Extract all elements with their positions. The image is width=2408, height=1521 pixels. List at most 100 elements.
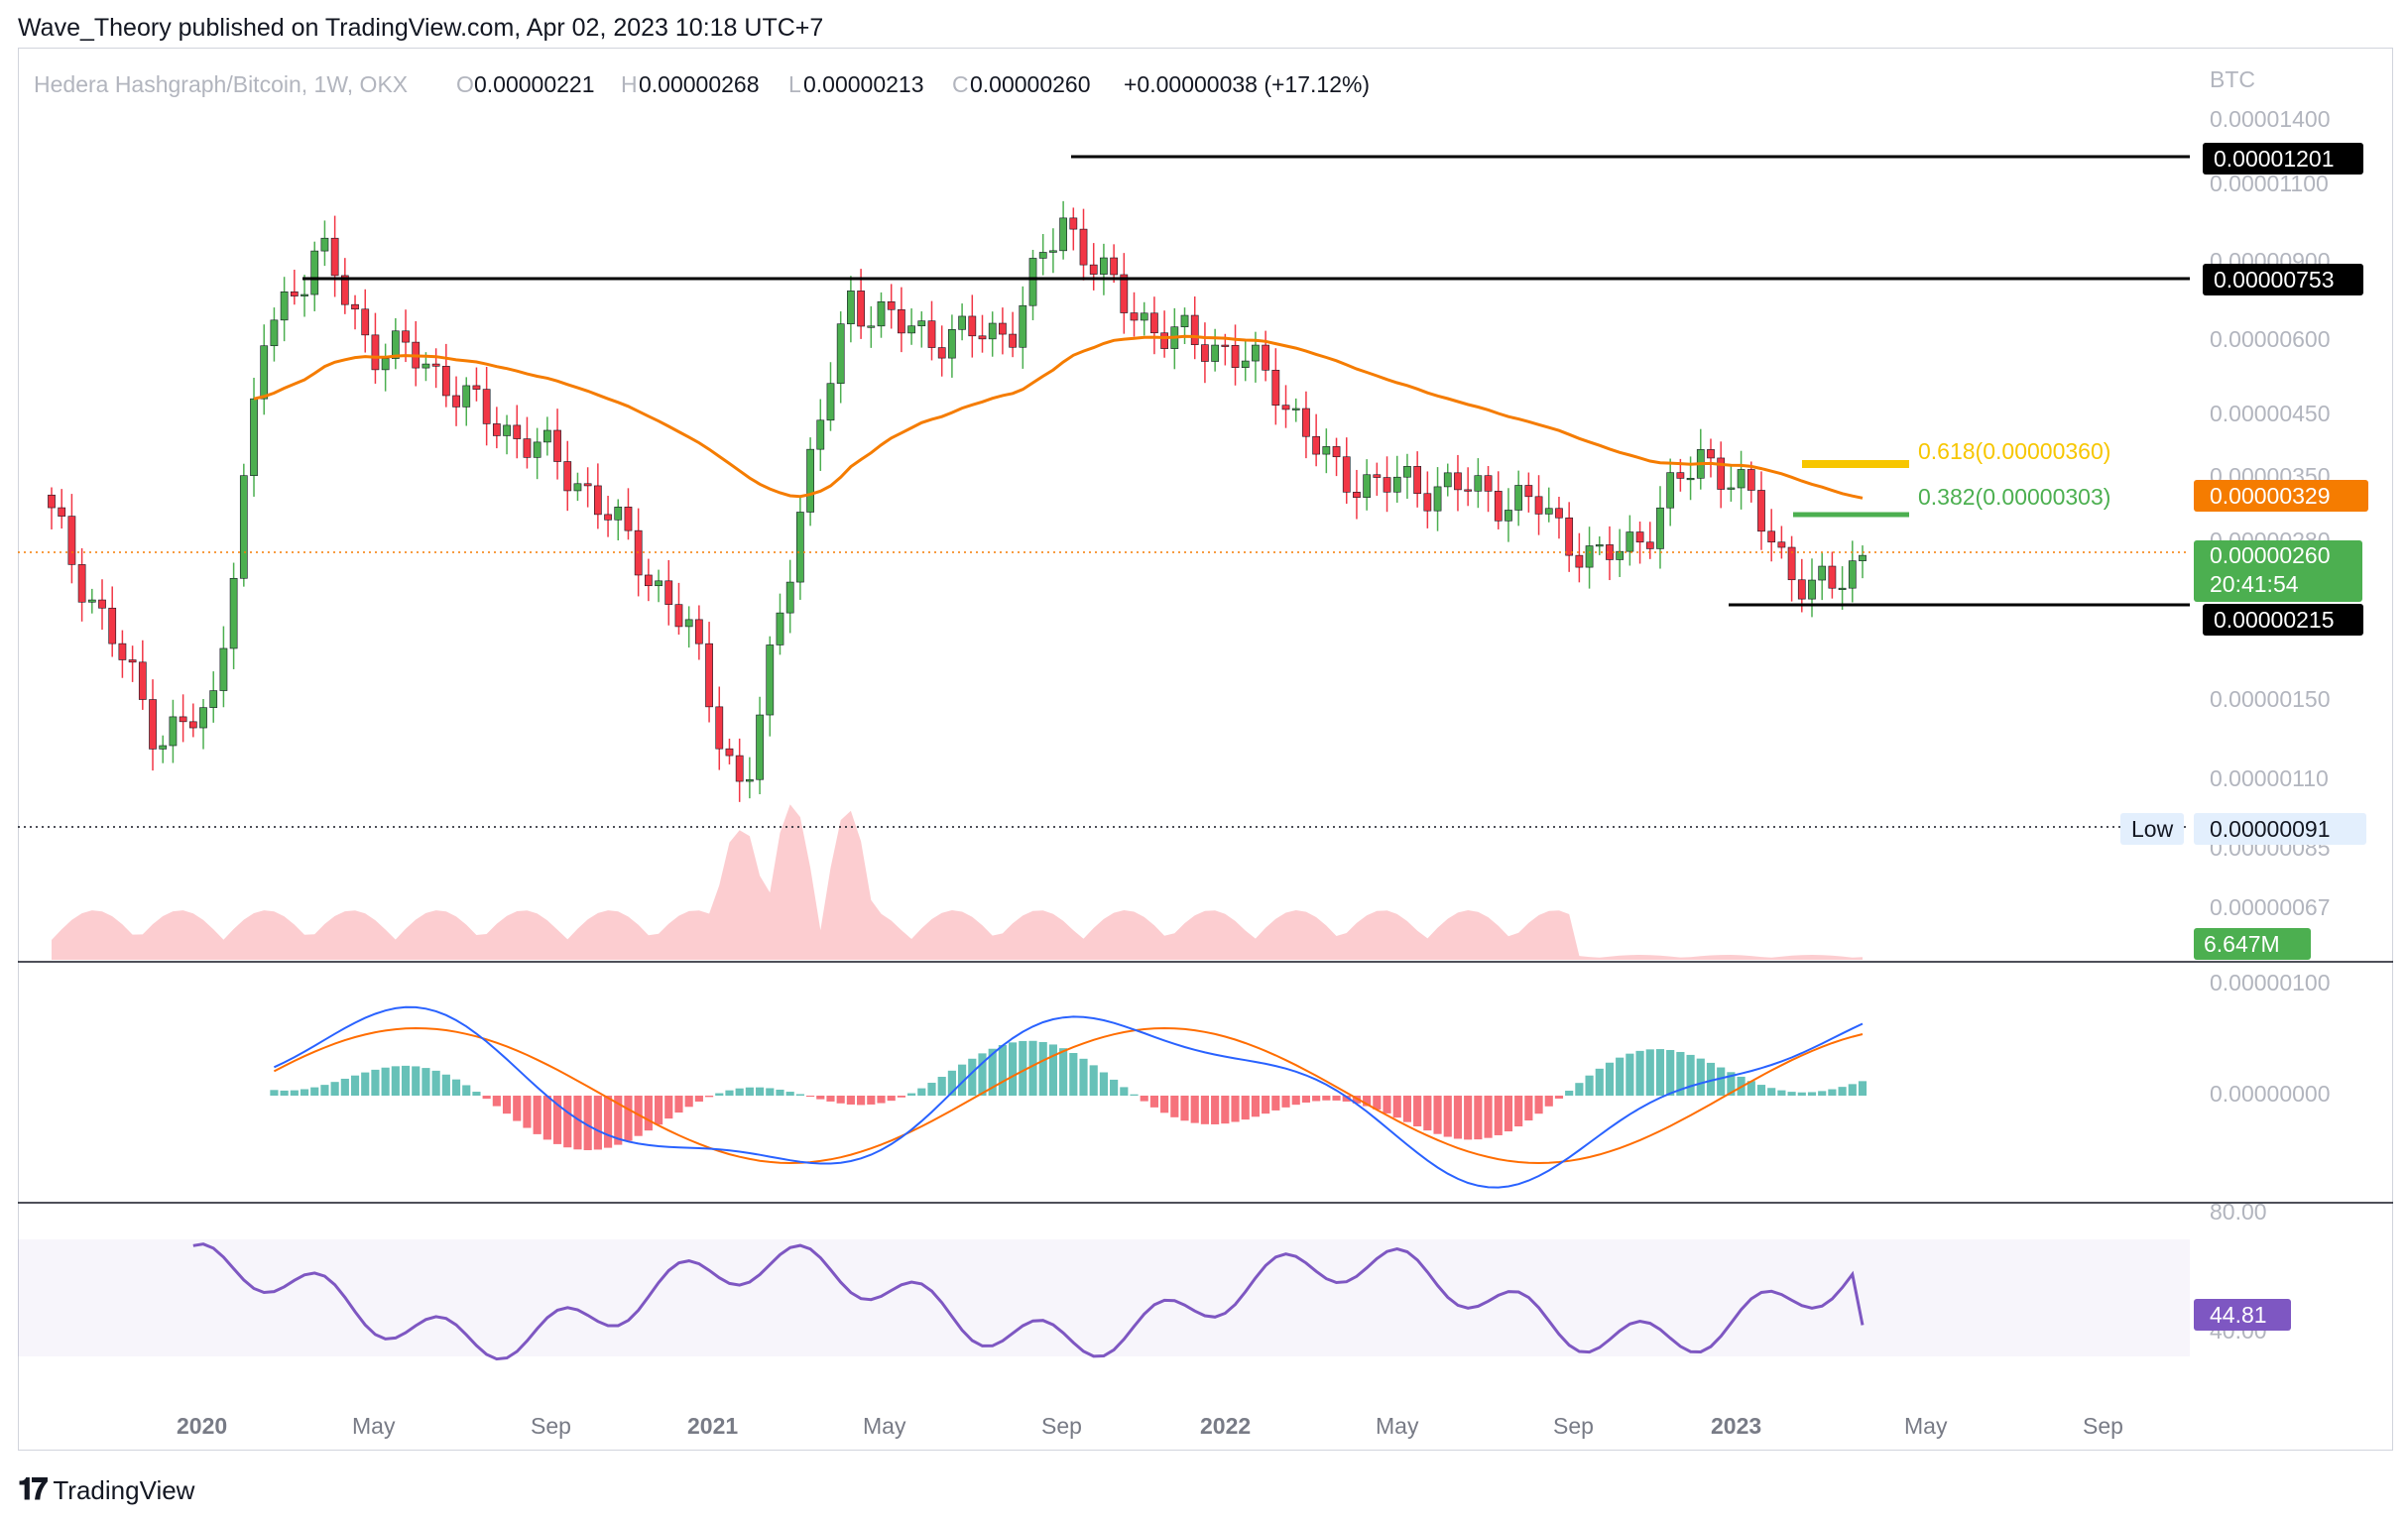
candle-up (1291, 408, 1300, 410)
macd-histogram-bar (350, 1075, 360, 1096)
macd-histogram-bar (412, 1066, 421, 1096)
macd-histogram-bar (1262, 1096, 1270, 1114)
candle-up (1848, 560, 1857, 589)
price-tick: 0.00001100 (2210, 171, 2329, 196)
macd-histogram-bar (1838, 1087, 1847, 1096)
macd-histogram-bar (391, 1066, 400, 1096)
candle-down (1150, 312, 1158, 334)
candle-up (199, 707, 207, 729)
macd-histogram-bar (1059, 1048, 1068, 1096)
volume-tag: 6.647M (2194, 928, 2311, 960)
candle-up (1443, 472, 1452, 488)
macd-histogram-bar (320, 1085, 329, 1096)
time-tick: 2022 (1200, 1413, 1251, 1439)
candle-down (1373, 474, 1382, 478)
macd-histogram-bar (1271, 1096, 1280, 1111)
macd-histogram-bar (1291, 1096, 1300, 1106)
macd-histogram-bar (684, 1096, 693, 1108)
macd-histogram-bar (1180, 1096, 1189, 1121)
macd-histogram-bar (704, 1096, 714, 1098)
candle-down (695, 619, 703, 644)
candle-down (361, 308, 370, 336)
candle-down (452, 395, 460, 408)
candle-up (958, 315, 966, 330)
macd-histogram-bar (1645, 1049, 1654, 1096)
candle-up (1686, 477, 1695, 481)
price-tick: 0.00000600 (2210, 326, 2331, 352)
candle-down (1494, 491, 1503, 522)
macd-histogram-bar (1625, 1053, 1634, 1096)
macd-histogram-bar (492, 1096, 501, 1107)
candle-down (98, 599, 106, 609)
candle-up (229, 577, 238, 649)
volume-area-fill (52, 804, 1863, 960)
candle-up (756, 714, 764, 780)
macd-histogram-bar (968, 1058, 977, 1096)
footer-branding[interactable]: 𝟏𝟕 TradingView (18, 1473, 194, 1507)
candle-up (421, 363, 430, 369)
candle-up (1322, 446, 1331, 455)
macd-histogram-bar (1504, 1096, 1513, 1132)
candle-down (77, 564, 86, 603)
macd-histogram-bar (1099, 1072, 1108, 1096)
macd-histogram-bar (846, 1096, 855, 1105)
macd-histogram-bar (1301, 1096, 1311, 1103)
candles-layer (48, 200, 1866, 802)
rsi-tag: 44.81 (2194, 1299, 2291, 1331)
macd-histogram-bar (1149, 1096, 1159, 1108)
macd-histogram-bar (1858, 1081, 1867, 1096)
macd-histogram-bar (1686, 1054, 1695, 1096)
support-tag: 0.00000215 (2203, 604, 2363, 636)
macd-histogram-bar (958, 1064, 967, 1096)
macd-histogram-bar (715, 1093, 724, 1096)
low-label: Low (2131, 816, 2174, 842)
price-axis-currency: BTC (2210, 66, 2255, 92)
time-tick: May (1904, 1413, 1948, 1439)
time-tick: May (863, 1413, 906, 1439)
macd-histogram-bar (766, 1088, 775, 1096)
macd-histogram-bar (542, 1096, 551, 1140)
symbol-label: Hedera Hashgraph/Bitcoin, 1W, OKX (34, 71, 408, 97)
time-tick: Sep (1553, 1413, 1594, 1439)
price-tick: 0.00000067 (2210, 894, 2331, 920)
candle-up (462, 385, 471, 408)
candle-up (1818, 565, 1827, 581)
candle-up (391, 330, 400, 359)
candle-down (887, 300, 896, 310)
macd-histogram-bar (1494, 1096, 1503, 1135)
candle-up (847, 291, 855, 324)
macd-histogram-bar (431, 1070, 440, 1096)
candle-up (1211, 344, 1219, 362)
candle-down (1787, 546, 1796, 581)
candle-down (563, 461, 572, 492)
macd-histogram-bar (1363, 1096, 1372, 1107)
macd-histogram-bar (1595, 1068, 1604, 1096)
macd-histogram-bar (1828, 1089, 1837, 1096)
candle-down (937, 347, 946, 359)
candle-down (705, 643, 713, 708)
low-key: L (788, 71, 801, 97)
candle-down (1555, 508, 1563, 519)
open-value: 0.00000221 (474, 71, 595, 97)
macd-histogram-bar (513, 1096, 522, 1121)
candle-down (472, 385, 481, 390)
macd-histogram-bar (1453, 1096, 1463, 1139)
candle-up (310, 250, 319, 295)
macd-axis-zero: 0.00000000 (2210, 1081, 2331, 1107)
candle-up (1363, 474, 1372, 498)
candle-up (381, 358, 390, 371)
macd-histogram-bar (1281, 1096, 1290, 1108)
candle-down (128, 659, 137, 663)
macd-histogram-bar (927, 1083, 936, 1096)
candle-down (58, 507, 66, 517)
macd-histogram-bar (563, 1096, 572, 1148)
macd-histogram-bar (1544, 1096, 1553, 1107)
candle-down (1332, 446, 1341, 458)
candle-down (513, 424, 522, 439)
macd-histogram-bar (776, 1089, 784, 1096)
time-tick: Sep (1041, 1413, 1082, 1439)
macd-histogram-bar (482, 1096, 491, 1100)
macd-histogram-bar (1170, 1096, 1179, 1117)
candle-down (1746, 469, 1755, 491)
